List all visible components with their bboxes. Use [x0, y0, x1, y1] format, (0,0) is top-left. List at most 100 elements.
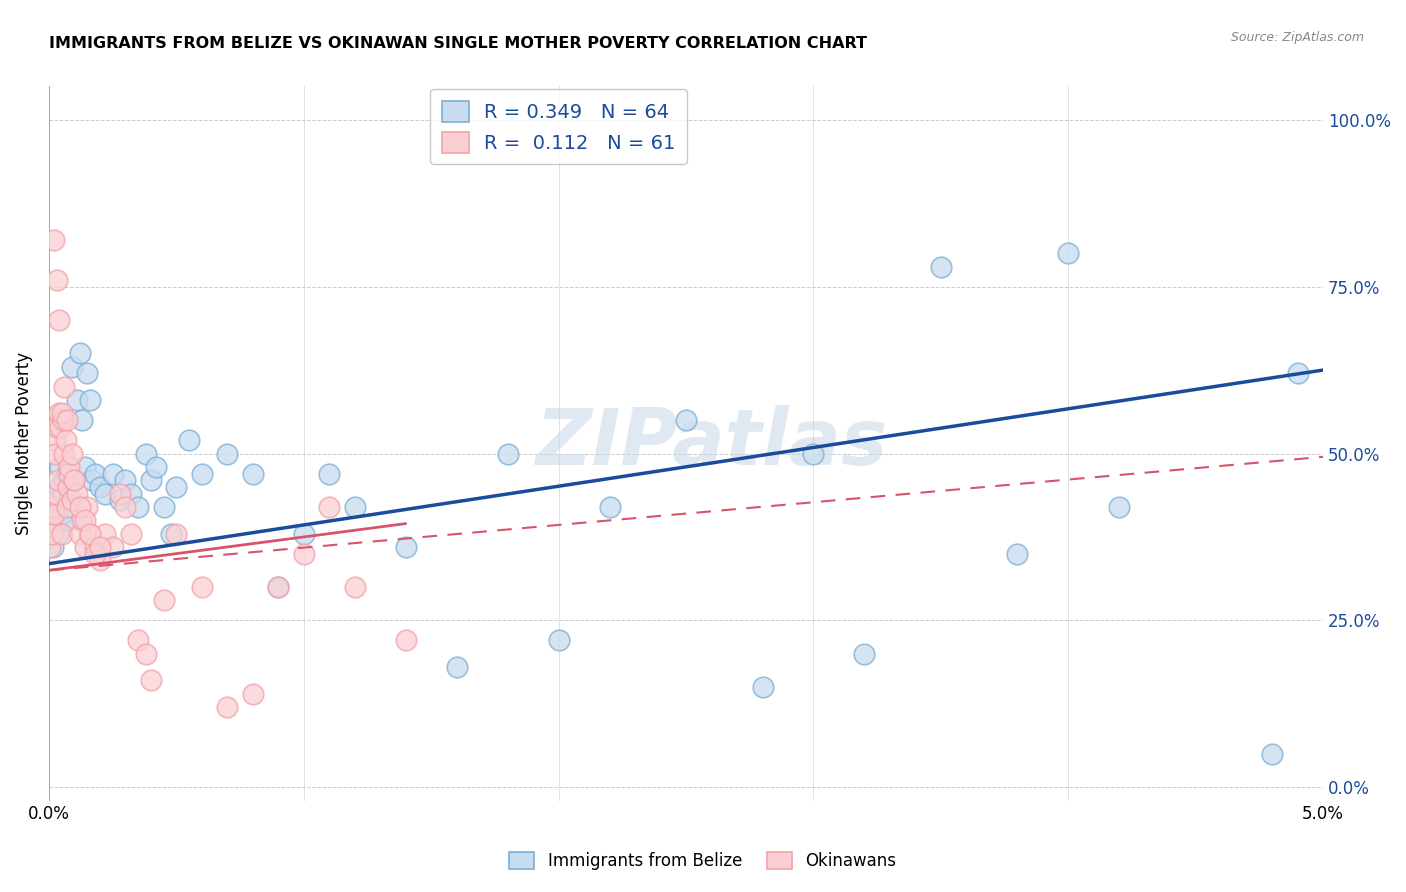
Point [73, 540, 96, 554]
Point [114, 500, 136, 514]
Point [547, 633, 569, 648]
Point [83, 540, 105, 554]
Point [217, 700, 239, 714]
Point [45, 486, 67, 500]
Point [89, 480, 111, 494]
Point [58, 467, 80, 481]
Point [41, 513, 63, 527]
Point [120, 526, 142, 541]
Point [101, 540, 124, 554]
Point [39, 513, 62, 527]
Point [292, 547, 315, 561]
Point [60, 446, 83, 460]
Point [242, 687, 264, 701]
Point [51, 507, 73, 521]
Point [42, 507, 65, 521]
Point [48, 313, 70, 327]
Point [58, 493, 80, 508]
Point [343, 580, 366, 594]
Point [45, 273, 67, 287]
Point [165, 526, 187, 541]
Point [94, 526, 117, 541]
Point [70, 513, 93, 527]
Point [42, 500, 65, 514]
Point [853, 647, 876, 661]
Point [120, 486, 142, 500]
Point [55, 433, 77, 447]
Point [165, 480, 187, 494]
Point [599, 500, 621, 514]
Point [39, 526, 62, 541]
Point [803, 446, 825, 460]
Point [94, 486, 117, 500]
Point [76, 500, 98, 514]
Point [58, 459, 80, 474]
Point [152, 500, 174, 514]
Point [66, 393, 89, 408]
Point [79, 526, 101, 541]
Point [53, 380, 76, 394]
Point [110, 493, 132, 508]
Point [318, 500, 340, 514]
Text: ZIPatlas: ZIPatlas [536, 406, 887, 482]
Point [39, 540, 62, 554]
Point [145, 459, 167, 474]
Point [152, 593, 174, 607]
Point [343, 500, 366, 514]
Point [48, 480, 70, 494]
Point [70, 413, 93, 427]
Point [1057, 246, 1080, 260]
Point [82, 473, 104, 487]
Point [53, 446, 76, 460]
Point [42, 540, 65, 554]
Point [89, 540, 111, 554]
Point [139, 473, 162, 487]
Point [73, 459, 96, 474]
Point [44, 520, 66, 534]
Point [751, 680, 773, 694]
Point [49, 459, 72, 474]
Point [395, 540, 418, 554]
Point [318, 467, 340, 481]
Point [69, 500, 91, 514]
Point [48, 407, 70, 421]
Point [51, 526, 73, 541]
Point [56, 413, 79, 427]
Point [41, 526, 63, 541]
Point [929, 260, 952, 274]
Point [1286, 367, 1309, 381]
Point [69, 346, 91, 360]
Point [160, 526, 183, 541]
Point [44, 507, 66, 521]
Point [267, 580, 290, 594]
Point [191, 467, 214, 481]
Point [101, 467, 124, 481]
Point [49, 419, 72, 434]
Point [217, 446, 239, 460]
Point [60, 359, 83, 374]
Point [395, 633, 418, 648]
Point [1007, 547, 1029, 561]
Point [46, 493, 69, 508]
Point [179, 433, 201, 447]
Point [46, 473, 69, 487]
Point [66, 486, 89, 500]
Point [63, 473, 86, 487]
Point [56, 513, 79, 527]
Point [45, 486, 67, 500]
Point [53, 473, 76, 487]
Point [52, 413, 75, 427]
Point [83, 547, 105, 561]
Point [127, 500, 149, 514]
Point [44, 446, 66, 460]
Point [63, 500, 86, 514]
Point [675, 413, 697, 427]
Point [242, 467, 264, 481]
Legend: R = 0.349   N = 64, R =  0.112   N = 61: R = 0.349 N = 64, R = 0.112 N = 61 [430, 89, 688, 164]
Point [446, 660, 468, 674]
Legend: Immigrants from Belize, Okinawans: Immigrants from Belize, Okinawans [503, 845, 903, 877]
Y-axis label: Single Mother Poverty: Single Mother Poverty [15, 352, 32, 535]
Point [135, 446, 157, 460]
Point [56, 467, 79, 481]
Point [42, 500, 65, 514]
